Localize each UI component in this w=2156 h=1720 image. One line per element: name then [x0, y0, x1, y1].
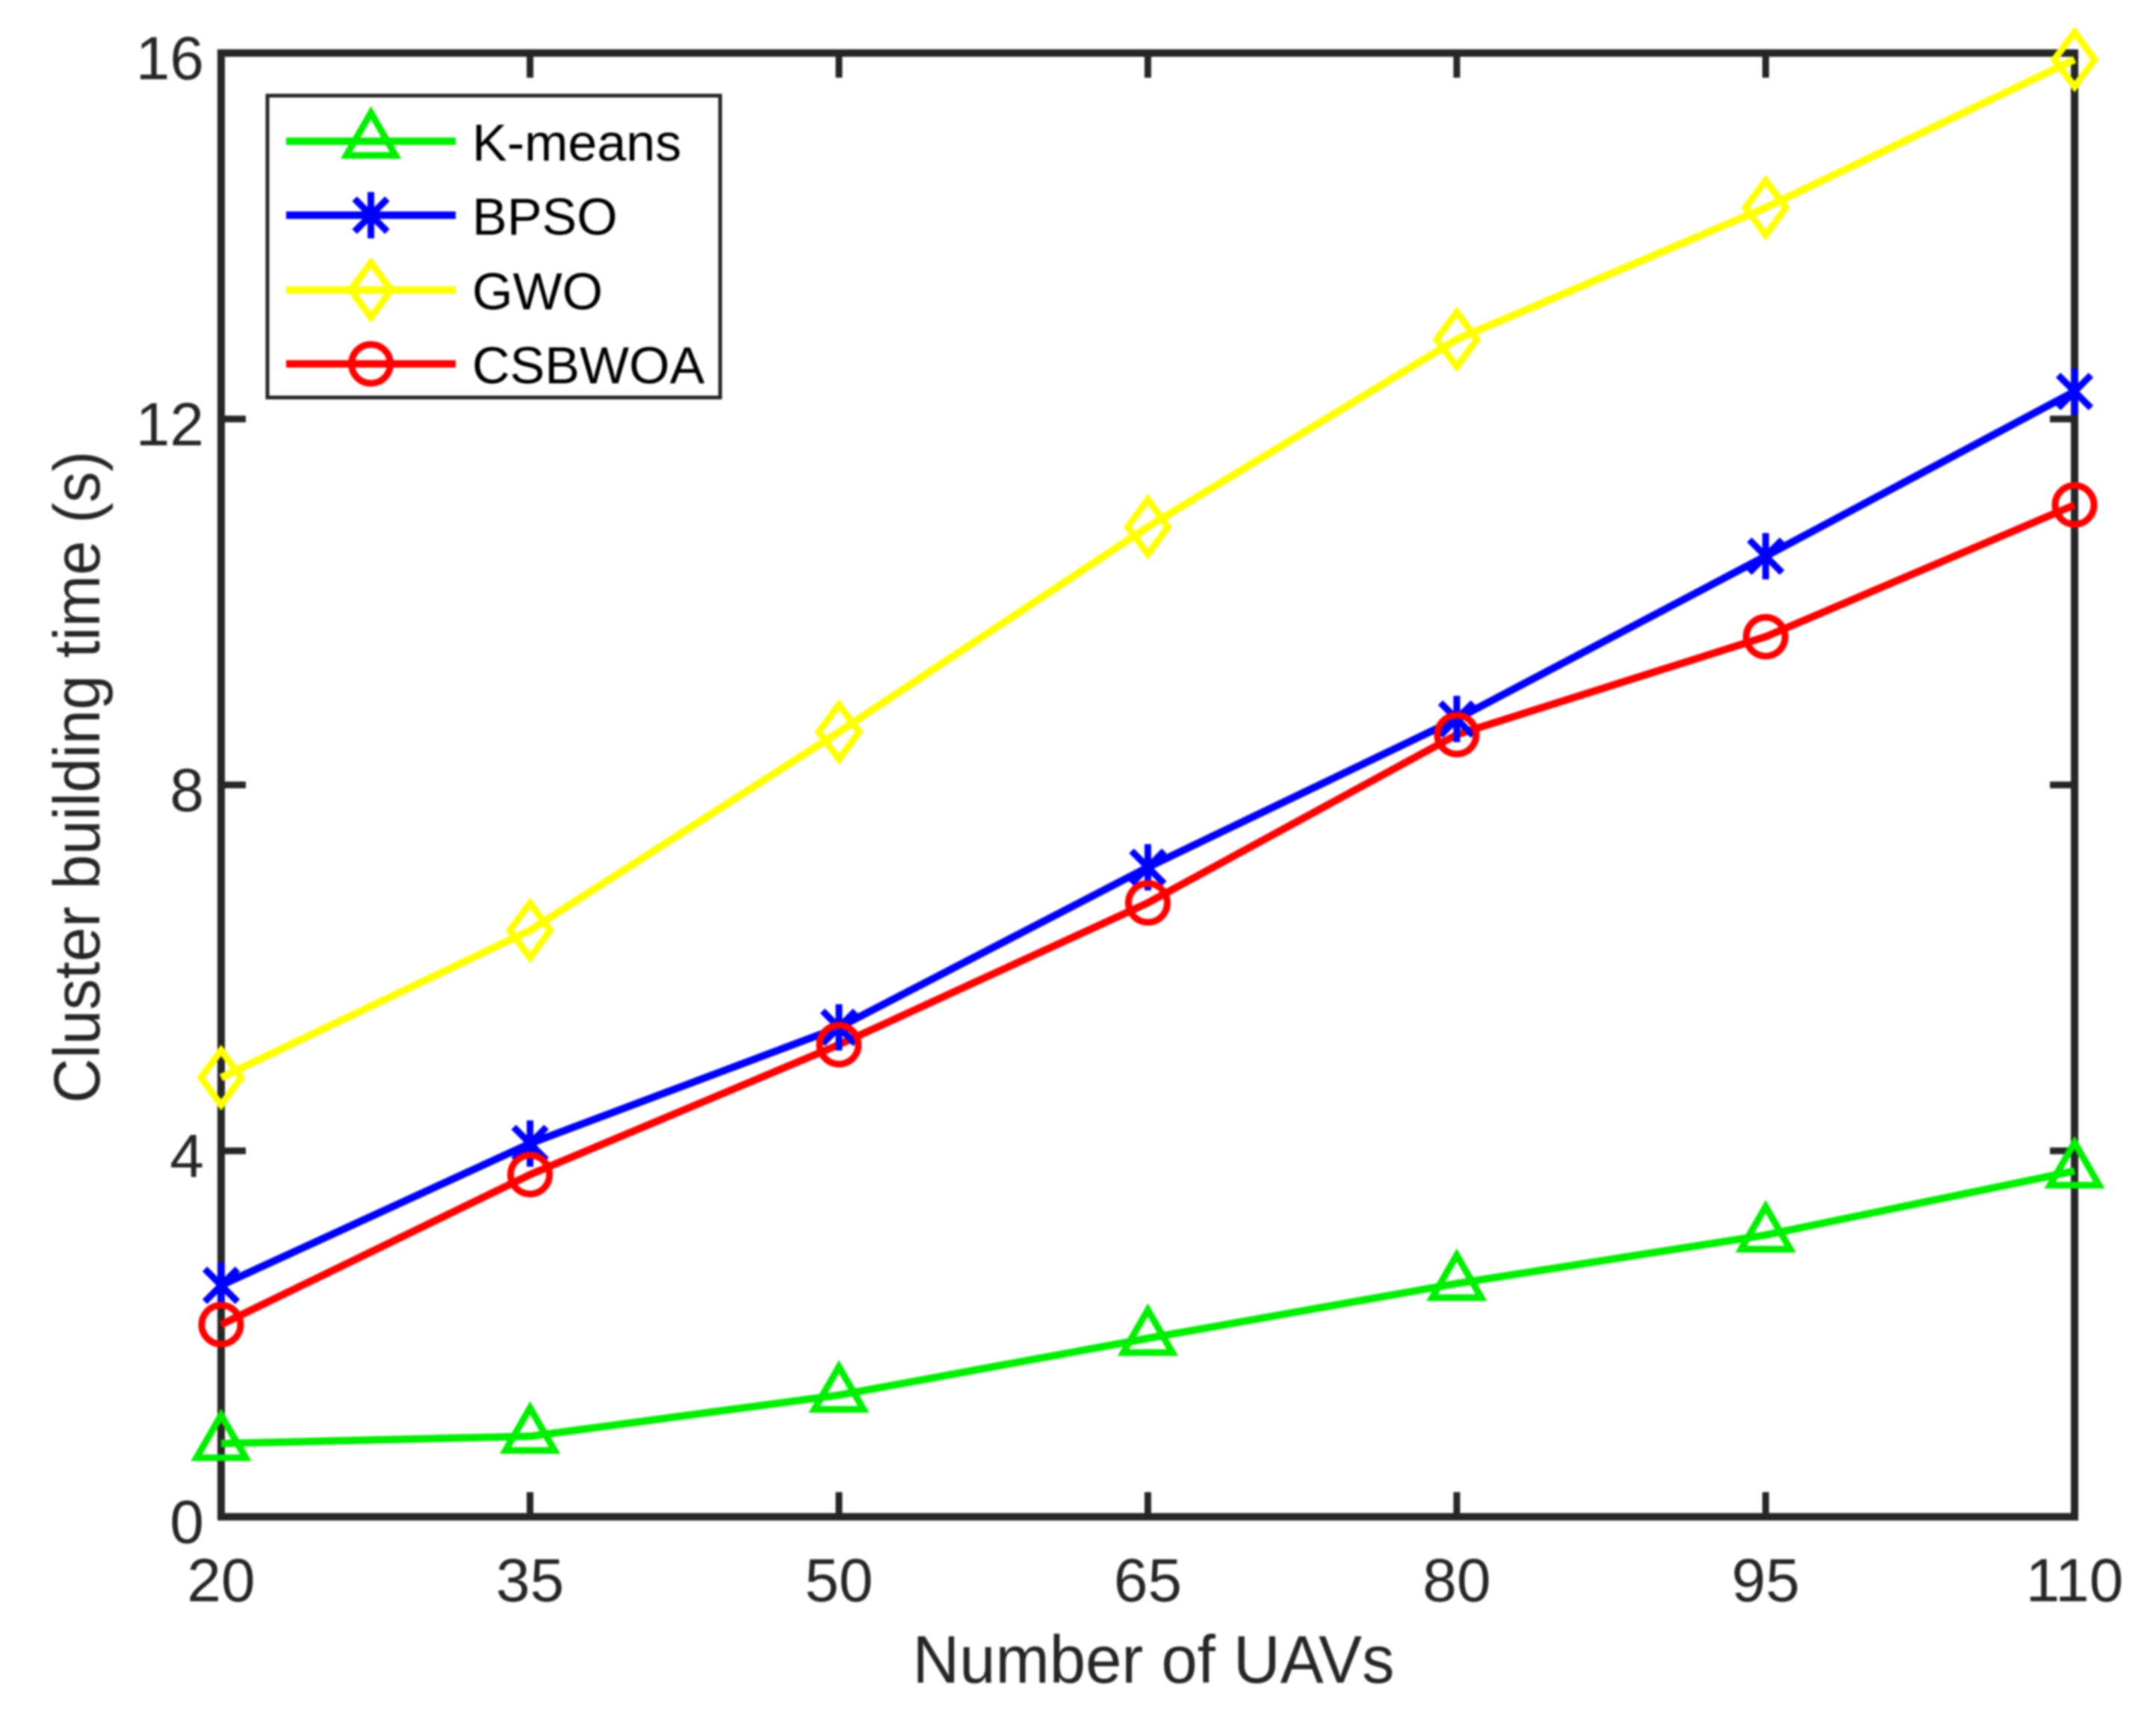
svg-text:K-means: K-means — [472, 114, 681, 172]
svg-text:50: 50 — [805, 1547, 873, 1615]
svg-text:BPSO: BPSO — [472, 188, 618, 246]
svg-text:8: 8 — [170, 757, 204, 825]
svg-text:CSBWOA: CSBWOA — [472, 336, 704, 395]
svg-text:0: 0 — [170, 1488, 204, 1556]
svg-text:110: 110 — [2026, 1547, 2124, 1615]
svg-text:12: 12 — [136, 391, 204, 459]
svg-text:4: 4 — [170, 1122, 204, 1190]
svg-text:80: 80 — [1422, 1547, 1490, 1615]
svg-text:16: 16 — [136, 25, 204, 93]
svg-text:35: 35 — [496, 1547, 564, 1615]
svg-text:Number of UAVs: Number of UAVs — [913, 1623, 1395, 1698]
svg-text:GWO: GWO — [472, 262, 603, 321]
svg-text:65: 65 — [1114, 1547, 1182, 1615]
svg-text:Cluster building time (s): Cluster building time (s) — [41, 451, 114, 1104]
svg-text:95: 95 — [1732, 1547, 1800, 1615]
svg-text:20: 20 — [187, 1547, 255, 1615]
